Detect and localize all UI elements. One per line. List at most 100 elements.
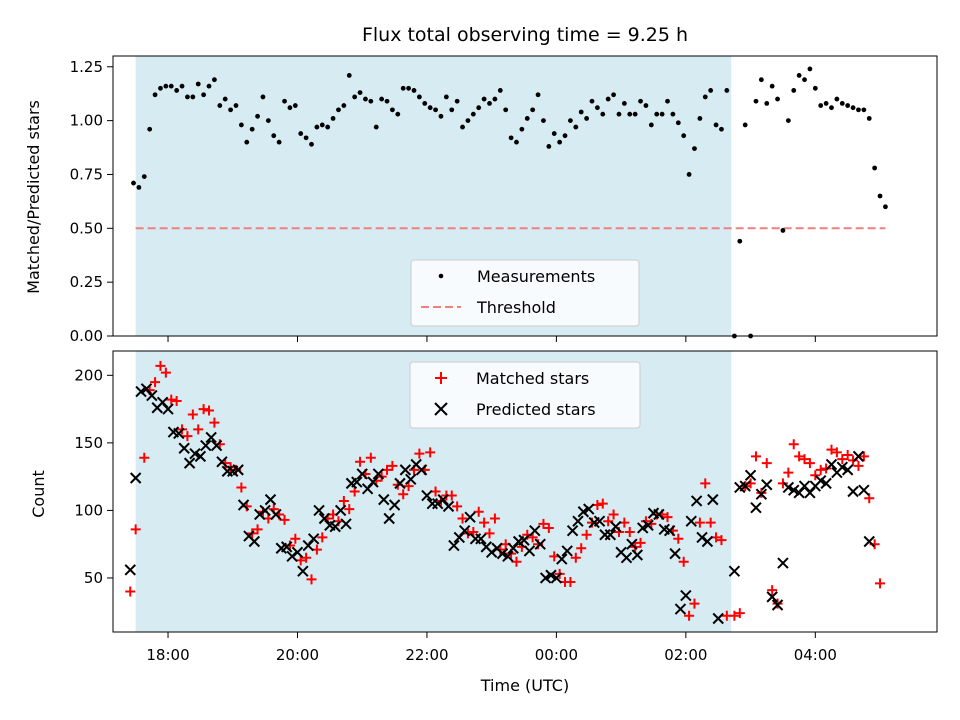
measurement-point [244, 139, 250, 145]
matched-star-point [810, 470, 821, 481]
measurement-point [850, 105, 856, 111]
measurement-point [357, 90, 363, 96]
measurement-point [319, 122, 325, 128]
measurement-point [406, 85, 411, 91]
top-y-tick-label: 0.25 [70, 273, 103, 291]
top-y-tick-label: 1.00 [70, 112, 103, 130]
predicted-star-point [669, 547, 681, 560]
matched-star-point [684, 610, 695, 621]
matched-star-point [858, 451, 869, 462]
predicted-star-point [270, 508, 282, 521]
bottom-y-tick-label: 150 [74, 434, 103, 452]
matched-star-point [457, 513, 468, 524]
predicted-star-point [232, 464, 244, 476]
measurement-point [611, 92, 616, 98]
matched-star-point [301, 552, 312, 563]
predicted-star-point [561, 545, 573, 557]
predicted-star-point [685, 515, 697, 527]
predicted-star-point [372, 468, 385, 480]
measurement-point [670, 111, 676, 117]
predicted-star-point [782, 481, 795, 494]
measurement-point [632, 111, 638, 117]
matched-star-point [729, 610, 740, 621]
predicted-star-point [712, 612, 724, 625]
matched-star-point [252, 524, 263, 535]
measurement-point [541, 118, 546, 124]
measurement-point [147, 126, 153, 132]
bottom-y-axis-label: Count [29, 470, 48, 518]
measurement-point [681, 133, 687, 139]
measurement-point [379, 96, 385, 102]
legend-predicted-label: Predicted stars [476, 400, 596, 419]
measurement-point [659, 111, 665, 117]
measurement-point [330, 116, 336, 121]
measurement-point [605, 96, 611, 102]
measurements-series [131, 66, 888, 339]
predicted-star-point [631, 549, 644, 561]
matched-star-point [608, 509, 619, 520]
measurement-point [758, 77, 764, 83]
predicted-star-point [788, 484, 800, 496]
predicted-star-point [405, 473, 417, 486]
predicted-star-point [356, 468, 368, 480]
measurement-point [616, 111, 622, 117]
x-tick-label: 00:00 [535, 646, 578, 664]
measurement-point [546, 144, 552, 149]
predicted-star-point [744, 469, 757, 481]
measurement-point [573, 124, 579, 130]
measurement-point [298, 131, 304, 136]
predicted-star-point [210, 439, 223, 452]
measurement-point [627, 111, 633, 117]
legend-measurements-marker [438, 273, 444, 279]
predicted-star-point [291, 546, 304, 559]
measurement-point [454, 98, 460, 104]
predicted-star-point [367, 476, 379, 488]
predicted-star-point [534, 538, 546, 550]
matched-star-point [694, 517, 705, 528]
bottom-legend: Matched stars Predicted stars [409, 361, 641, 429]
matched-star-point [750, 451, 761, 462]
matched-star-point [576, 543, 587, 554]
measurement-point [861, 107, 867, 113]
measurement-point [551, 131, 557, 136]
measurement-point [271, 133, 277, 139]
x-axis-label: Time (UTC) [480, 676, 569, 695]
predicted-star-point [636, 522, 649, 534]
measurement-point [578, 109, 584, 115]
matched-star-point [538, 518, 549, 529]
matched-star-point [338, 495, 349, 506]
matched-star-point [581, 529, 592, 540]
measurement-point [675, 120, 681, 126]
measurement-point [152, 92, 158, 98]
measurement-point [481, 96, 487, 102]
measurement-point [249, 126, 255, 132]
measurement-point [395, 111, 401, 117]
measurement-point [791, 88, 797, 93]
predicted-star-point [458, 524, 471, 537]
measurement-point [438, 113, 444, 119]
measurement-point [422, 100, 428, 106]
matched-star-point [279, 514, 290, 525]
measurement-point [228, 107, 233, 113]
measurement-point [621, 100, 627, 106]
measurement-point [195, 81, 201, 87]
predicted-star-point [766, 591, 778, 603]
measurement-point [400, 85, 406, 91]
matched-star-point [511, 556, 522, 567]
matched-star-point [489, 513, 500, 524]
legend-predicted-marker [434, 402, 448, 416]
legend-threshold-label: Threshold [476, 298, 556, 317]
top-y-tick-label: 0.75 [70, 165, 103, 183]
measurement-point [823, 100, 829, 106]
predicted-star-point [674, 603, 687, 615]
predicted-star-point [399, 464, 412, 476]
predicted-star-point [620, 551, 633, 564]
matched-star-point [635, 537, 646, 548]
matched-star-point [673, 533, 684, 544]
measurement-point [866, 116, 872, 121]
predicted-star-point [200, 439, 212, 452]
measurement-point [568, 118, 573, 124]
measurement-point [769, 83, 775, 89]
measurement-point [325, 124, 331, 130]
measurement-point [460, 124, 465, 130]
